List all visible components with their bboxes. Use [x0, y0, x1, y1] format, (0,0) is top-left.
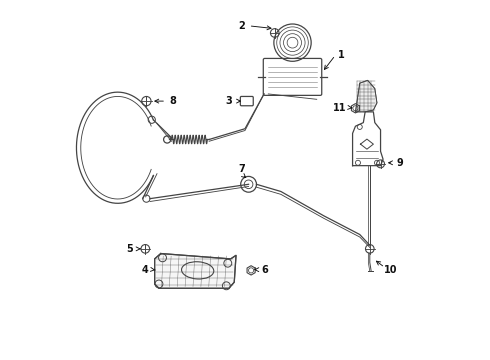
Text: 7: 7: [238, 163, 245, 174]
Text: 4: 4: [142, 265, 148, 275]
Polygon shape: [355, 80, 377, 112]
Text: 8: 8: [169, 96, 176, 106]
Text: 3: 3: [226, 96, 232, 106]
Text: 2: 2: [238, 21, 245, 31]
Text: 10: 10: [384, 265, 398, 275]
Text: 6: 6: [262, 265, 268, 275]
Text: 9: 9: [396, 158, 403, 168]
Text: 1: 1: [338, 50, 344, 60]
Text: 11: 11: [333, 103, 346, 113]
Text: 5: 5: [126, 244, 133, 254]
Polygon shape: [155, 253, 236, 288]
